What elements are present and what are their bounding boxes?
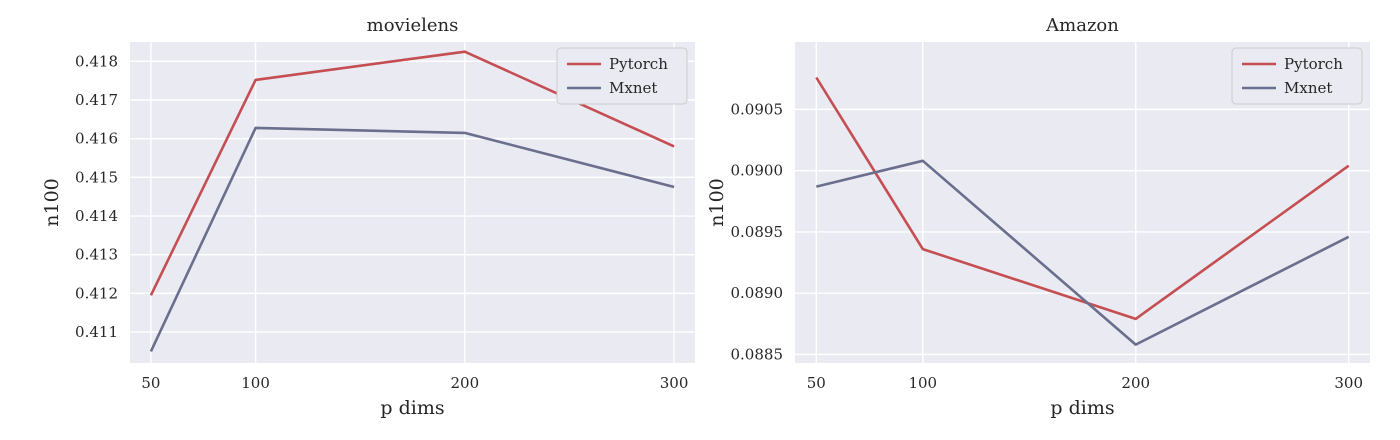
legend-label: Pytorch bbox=[609, 55, 668, 73]
chart-movielens: 50 100 200 300 0.411 0.412 0.413 0.414 0.415 0.41… bbox=[41, 15, 695, 419]
legend-label: Mxnet bbox=[609, 79, 657, 97]
legend-label: Mxnet bbox=[1284, 79, 1332, 97]
series-line-mxnet bbox=[149, 126, 675, 352]
y-tick-label: 0.418 bbox=[75, 52, 118, 70]
x-tick-label: 50 bbox=[141, 374, 160, 392]
legend-box bbox=[1231, 47, 1363, 105]
y-tick-label: 0.417 bbox=[75, 91, 118, 109]
x-tick-label: 200 bbox=[450, 374, 479, 392]
y-tick-label: 0.0900 bbox=[731, 162, 784, 180]
chart-title: movielens bbox=[367, 15, 459, 36]
series-line-pytorch bbox=[815, 76, 1350, 321]
y-tick-label: 0.0905 bbox=[731, 100, 784, 118]
y-axis-label: n100 bbox=[41, 178, 63, 227]
y-tick-label: 0.0895 bbox=[731, 223, 784, 241]
y-tick-label: 0.0890 bbox=[731, 284, 784, 302]
x-tick-label: 300 bbox=[1334, 374, 1363, 392]
legend-label: Pytorch bbox=[1284, 55, 1343, 73]
chart-title: Amazon bbox=[1045, 15, 1119, 36]
y-tick-label: 0.411 bbox=[75, 323, 118, 341]
legend: Pytorch Mxnet bbox=[1231, 47, 1363, 105]
legend-box bbox=[556, 47, 688, 105]
x-tick-label: 100 bbox=[908, 374, 937, 392]
chart-amazon: 50 100 200 300 0.0885 0.0890 0.0895 0.0900 0.090… bbox=[706, 15, 1370, 419]
y-tick-label: 0.0885 bbox=[731, 345, 784, 363]
legend: Pytorch Mxnet bbox=[556, 47, 688, 105]
y-tick-label: 0.416 bbox=[75, 130, 118, 148]
series-line-mxnet bbox=[815, 159, 1350, 346]
x-axis-label: p dims bbox=[380, 397, 444, 419]
x-tick-label: 200 bbox=[1121, 374, 1150, 392]
y-tick-label: 0.412 bbox=[75, 284, 118, 302]
x-tick-label: 300 bbox=[660, 374, 689, 392]
x-axis-label: p dims bbox=[1050, 397, 1114, 419]
y-axis-label: n100 bbox=[706, 178, 728, 227]
y-tick-label: 0.415 bbox=[75, 168, 118, 186]
x-tick-label: 50 bbox=[807, 374, 826, 392]
y-tick-label: 0.414 bbox=[75, 207, 118, 225]
x-tick-label: 100 bbox=[241, 374, 270, 392]
y-tick-label: 0.413 bbox=[75, 246, 118, 264]
